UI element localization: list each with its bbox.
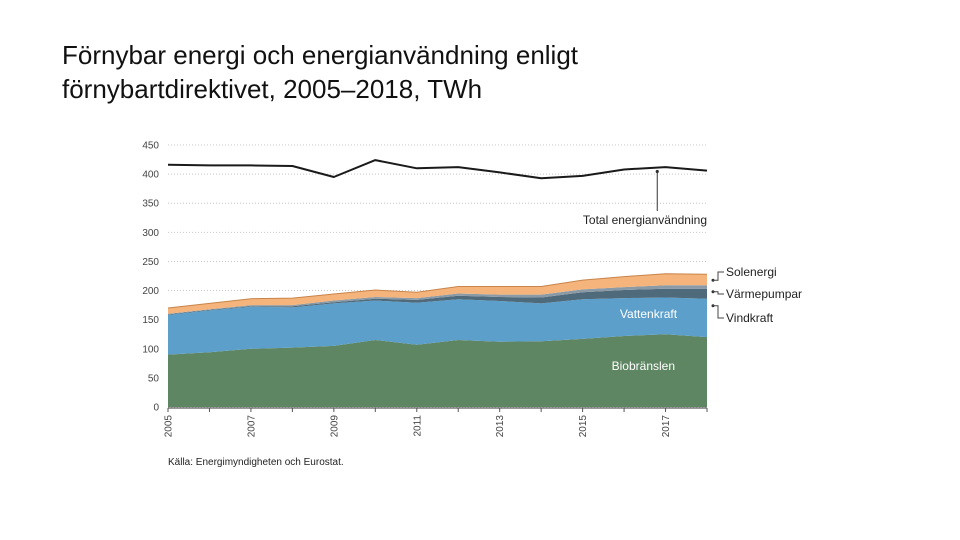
series-label-vattenkraft: Vattenkraft xyxy=(620,307,678,321)
area-biobränslen xyxy=(168,334,707,407)
y-tick-label-50: 50 xyxy=(148,373,160,384)
stack-top-outline xyxy=(167,273,708,309)
slide-title: Förnybar energi och energianvändning enl… xyxy=(62,38,862,106)
x-tick-label-2011: 2011 xyxy=(412,415,423,437)
x-tick-label-2007: 2007 xyxy=(246,415,257,438)
annotation-label: Total energianvändning xyxy=(583,213,707,227)
line-total-energianvandning xyxy=(167,159,708,180)
area-värmepumpar xyxy=(168,285,707,315)
legend-leader-vindkraft xyxy=(713,305,724,319)
source-note: Källa: Energimyndigheten och Eurostat. xyxy=(168,457,344,468)
area-vindkraft xyxy=(168,288,707,315)
x-tick-label-2015: 2015 xyxy=(578,415,589,438)
x-tick-label-2009: 2009 xyxy=(329,415,340,438)
legend-label-solenergi: Solenergi xyxy=(726,265,777,279)
y-tick-label-450: 450 xyxy=(142,141,159,152)
x-tick-label-2017: 2017 xyxy=(661,415,672,438)
x-tick-label-2013: 2013 xyxy=(495,415,506,438)
y-tick-label-250: 250 xyxy=(142,257,159,268)
legend-label-vindkraft: Vindkraft xyxy=(726,311,774,325)
y-tick-label-150: 150 xyxy=(142,315,159,326)
y-tick-label-200: 200 xyxy=(142,286,159,297)
series-label-biobränslen: Biobränslen xyxy=(612,359,675,373)
area-vattenkraft xyxy=(168,297,707,355)
y-tick-label-100: 100 xyxy=(142,344,159,355)
area-solenergi xyxy=(168,273,707,314)
y-tick-label-350: 350 xyxy=(142,199,159,210)
legend-label-värmepumpar: Värmepumpar xyxy=(726,287,802,301)
slide-title-line-1: Förnybar energi och energianvändning enl… xyxy=(62,40,579,70)
legend-leader-solenergi xyxy=(713,271,724,281)
legend-leader-värmepumpar xyxy=(713,291,724,295)
x-tick-label-2005: 2005 xyxy=(164,415,175,438)
y-tick-label-300: 300 xyxy=(142,228,159,239)
slide-title-line-2: förnybartdirektivet, 2005–2018, TWh xyxy=(62,74,483,104)
y-tick-label-0: 0 xyxy=(153,403,159,414)
annotation-dot xyxy=(655,169,659,174)
y-tick-label-400: 400 xyxy=(142,170,159,181)
